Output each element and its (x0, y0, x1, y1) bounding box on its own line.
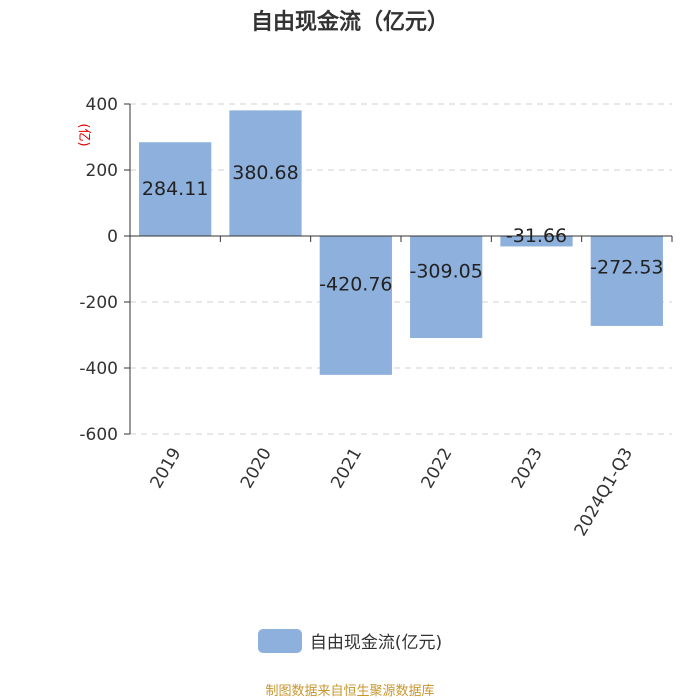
x-tick-label: 2019 (147, 445, 186, 492)
chart-title: 自由现金流（亿元） (250, 10, 449, 35)
y-axis-unit-label: (亿) (76, 123, 91, 146)
data-label: -309.05 (409, 261, 482, 283)
legend-swatch[interactable] (257, 628, 302, 653)
data-label: -420.76 (319, 274, 392, 296)
data-label: -31.66 (506, 225, 567, 247)
y-tick-label: -200 (79, 293, 118, 313)
bar (139, 142, 212, 236)
data-label: 380.68 (232, 162, 298, 184)
data-label: -272.53 (590, 256, 663, 278)
x-tick-label: 2021 (327, 445, 366, 492)
bar (590, 236, 663, 326)
data-label: 284.11 (142, 178, 208, 200)
source-note: 制图数据来自恒生聚源数据库 (265, 684, 435, 699)
x-tick-label: 2022 (418, 445, 457, 492)
x-tick-label: 2023 (508, 445, 547, 492)
y-tick-label: -400 (79, 359, 118, 379)
bar (410, 236, 483, 338)
legend-label[interactable]: 自由现金流(亿元) (309, 633, 443, 653)
x-tick-label: 2020 (237, 445, 276, 492)
bar (500, 236, 573, 247)
legend[interactable]: 自由现金流(亿元) (0, 628, 700, 653)
bar (229, 110, 302, 236)
y-tick-label: 0 (107, 227, 118, 247)
y-tick-label: -600 (79, 425, 118, 445)
x-tick-label: 2024Q1-Q3 (571, 445, 638, 540)
bar (319, 236, 392, 375)
y-tick-label: 200 (86, 161, 118, 181)
y-tick-label: 400 (86, 95, 118, 115)
